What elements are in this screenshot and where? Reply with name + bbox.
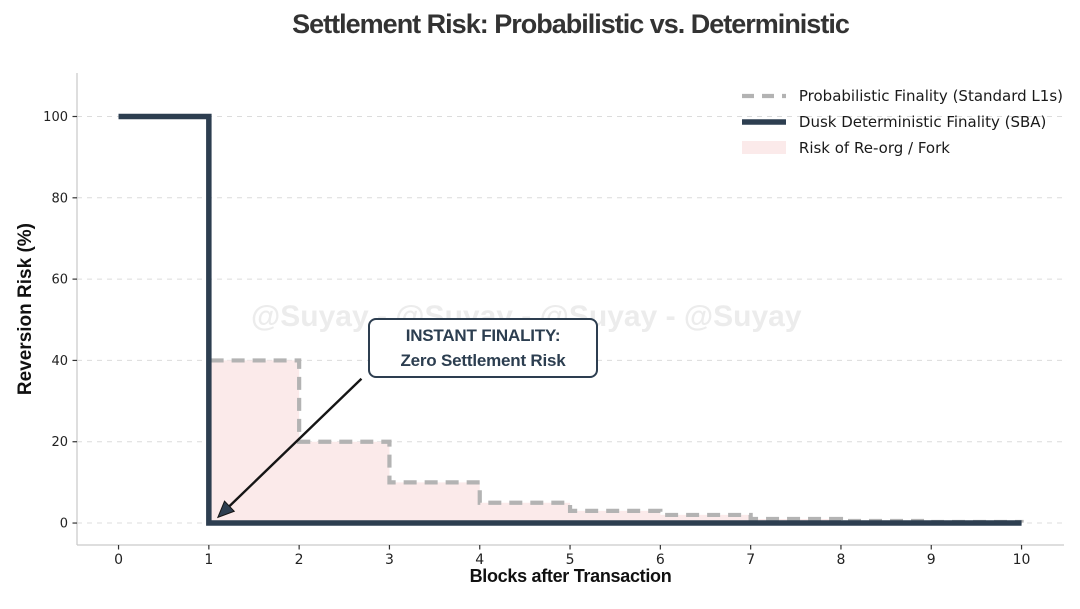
x-tick-label: 7 — [746, 552, 755, 568]
y-tick-label: 80 — [51, 191, 68, 206]
x-tick-label: 5 — [566, 552, 575, 568]
dashed-line-swatch-icon — [741, 93, 786, 98]
y-tick-label: 0 — [60, 517, 68, 532]
solid-line-swatch-icon — [741, 118, 786, 125]
x-tick-label: 0 — [114, 552, 123, 568]
annotation-line-2: Zero Settlement Risk — [400, 351, 566, 370]
x-tick-label: 9 — [927, 552, 936, 568]
legend-item-deterministic: Dusk Deterministic Finality (SBA) — [741, 112, 1063, 131]
legend-label-probabilistic: Probabilistic Finality (Standard L1s) — [798, 86, 1063, 105]
deterministic-finality-line — [118, 113, 1022, 526]
y-axis-label-container: Reversion Risk (%) — [8, 73, 44, 545]
x-tick-label: 4 — [475, 552, 484, 568]
annotation-line-1: INSTANT FINALITY: — [405, 326, 561, 345]
annotation-arrow-shaft — [225, 377, 363, 510]
y-tick-label: 60 — [51, 273, 68, 288]
y-tick-label: 20 — [51, 435, 68, 450]
y-tick-label: 40 — [51, 354, 68, 369]
legend-label-risk-area: Risk of Re-org / Fork — [798, 138, 950, 157]
x-tick-label: 3 — [385, 552, 394, 568]
x-tick-label: 10 — [1013, 552, 1031, 568]
area-swatch-icon — [741, 141, 786, 154]
x-tick-label: 6 — [656, 552, 665, 568]
legend: Probabilistic Finality (Standard L1s) Du… — [741, 86, 1063, 157]
x-tick-label: 1 — [204, 552, 213, 568]
legend-item-probabilistic: Probabilistic Finality (Standard L1s) — [741, 86, 1063, 105]
x-axis-label: Blocks after Transaction — [469, 566, 672, 586]
legend-label-deterministic: Dusk Deterministic Finality (SBA) — [798, 112, 1047, 131]
y-tick-label: 100 — [43, 110, 68, 125]
instant-finality-annotation: INSTANT FINALITY: Zero Settlement Risk — [368, 318, 598, 378]
chart-title: Settlement Risk: Probabilistic vs. Deter… — [292, 9, 850, 39]
annotation-arrow-head — [216, 500, 236, 519]
legend-item-risk-area: Risk of Re-org / Fork — [741, 138, 1063, 157]
y-axis-label: Reversion Risk (%) — [15, 222, 36, 396]
x-tick-label: 8 — [836, 552, 845, 568]
x-tick-label: 2 — [295, 552, 304, 568]
